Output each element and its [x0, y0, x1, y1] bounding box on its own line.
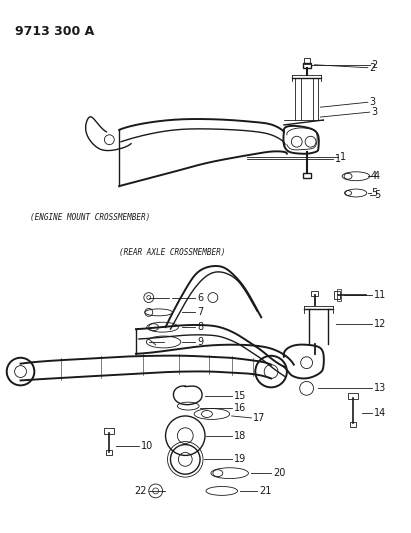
Text: 16: 16: [233, 403, 246, 413]
Text: 4: 4: [371, 171, 377, 181]
Bar: [311, 290, 319, 296]
Text: 20: 20: [273, 468, 286, 478]
Text: 10: 10: [141, 441, 153, 450]
Text: 3: 3: [372, 107, 378, 117]
Bar: [304, 58, 309, 64]
Text: 15: 15: [233, 391, 246, 401]
Bar: [302, 63, 311, 68]
Text: 17: 17: [253, 413, 266, 423]
Text: 8: 8: [197, 322, 203, 332]
Text: 14: 14: [374, 408, 386, 418]
Text: 6: 6: [197, 293, 203, 303]
Text: 9: 9: [197, 337, 203, 347]
Text: 21: 21: [259, 486, 272, 496]
Text: 1: 1: [340, 151, 346, 161]
Bar: [348, 393, 358, 399]
Text: 5: 5: [371, 188, 377, 198]
Text: 2: 2: [370, 63, 376, 72]
Text: 13: 13: [374, 383, 386, 393]
Text: (REAR AXLE CROSSMEMBER): (REAR AXLE CROSSMEMBER): [119, 248, 226, 257]
Text: 22: 22: [134, 486, 147, 496]
Text: 1: 1: [335, 155, 342, 165]
Text: 4: 4: [374, 171, 380, 181]
Bar: [350, 422, 356, 427]
Text: 9713 300 A: 9713 300 A: [15, 25, 94, 38]
Text: 11: 11: [374, 289, 386, 300]
Bar: [337, 289, 341, 301]
Text: 12: 12: [374, 319, 386, 329]
Text: 7: 7: [197, 308, 203, 317]
Text: 2: 2: [372, 60, 378, 70]
Text: 5: 5: [374, 190, 380, 200]
Text: 3: 3: [370, 97, 376, 107]
Text: 18: 18: [233, 431, 246, 441]
Text: 19: 19: [233, 454, 246, 464]
Text: (ENGINE MOUNT CROSSMEMBER): (ENGINE MOUNT CROSSMEMBER): [30, 213, 151, 222]
Bar: [302, 173, 311, 178]
Bar: [104, 428, 114, 434]
Bar: [106, 450, 112, 455]
Bar: [334, 290, 340, 298]
